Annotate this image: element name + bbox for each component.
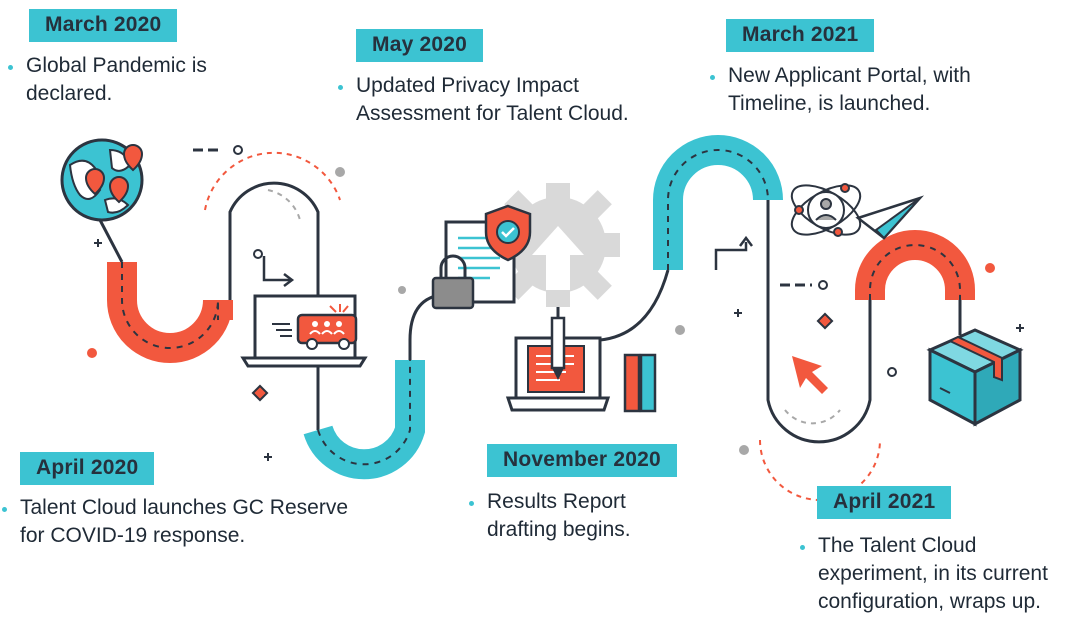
timeline-road bbox=[98, 135, 975, 501]
event-desc-april-2020: Talent Cloud launches GC Reserve for COV… bbox=[2, 494, 350, 550]
event-desc-may-2020: Updated Privacy Impact Assessment for Ta… bbox=[338, 72, 656, 128]
event-date-march-2020: March 2020 bbox=[29, 9, 178, 42]
document-shield-lock-icon bbox=[431, 204, 532, 310]
event-date-april-2020: April 2020 bbox=[20, 452, 155, 485]
cursor-arrow-icon bbox=[792, 356, 828, 394]
event-date-may-2020: May 2020 bbox=[356, 29, 484, 62]
laptop-document-icon bbox=[505, 316, 611, 412]
event-desc-november-2020: Results Report drafting begins. bbox=[469, 488, 657, 544]
event-date-april-2021: April 2021 bbox=[817, 486, 952, 519]
globe-pandemic-icon bbox=[60, 138, 144, 222]
event-date-march-2021: March 2021 bbox=[726, 19, 875, 52]
event-date-november-2020: November 2020 bbox=[487, 444, 677, 477]
event-desc-march-2020: Global Pandemic is declared. bbox=[8, 52, 226, 108]
event-desc-april-2021: The Talent Cloud experiment, in its curr… bbox=[800, 532, 1078, 616]
laptop-van-icon bbox=[240, 294, 368, 368]
books-icon bbox=[623, 353, 657, 413]
event-desc-march-2021: New Applicant Portal, with Timeline, is … bbox=[710, 62, 1018, 118]
paper-plane-icon bbox=[855, 195, 925, 240]
decorations bbox=[87, 145, 1024, 461]
box-icon bbox=[926, 328, 1024, 427]
atom-person-icon bbox=[790, 183, 862, 237]
gear-icon bbox=[496, 183, 620, 307]
